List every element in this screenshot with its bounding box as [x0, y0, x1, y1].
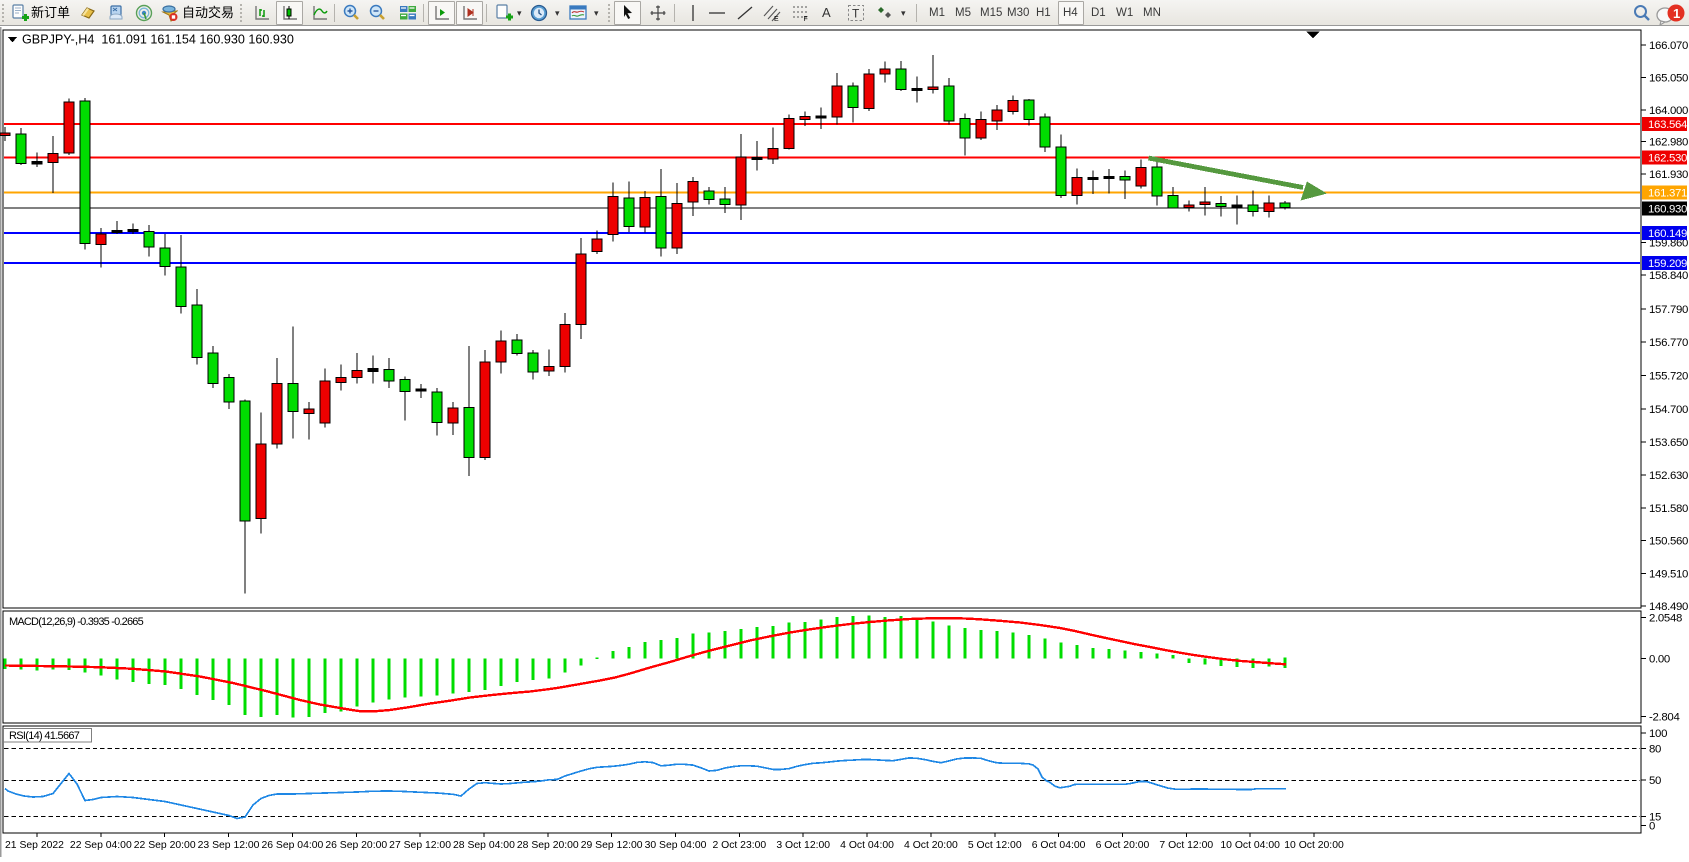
svg-text:T: T	[852, 7, 860, 21]
svg-text:6 Oct 20:00: 6 Oct 20:00	[1096, 840, 1150, 851]
svg-text:155.720: 155.720	[1649, 371, 1688, 383]
svg-text:1: 1	[1673, 6, 1680, 21]
svg-text:163.564: 163.564	[1648, 119, 1687, 131]
svg-text:160.149: 160.149	[1648, 228, 1687, 240]
svg-text:5 Oct 12:00: 5 Oct 12:00	[968, 840, 1022, 851]
svg-text:23 Sep 12:00: 23 Sep 12:00	[198, 840, 260, 851]
svg-text:3 Oct 12:00: 3 Oct 12:00	[776, 840, 830, 851]
svg-text:157.790: 157.790	[1649, 304, 1688, 316]
svg-text:158.840: 158.840	[1649, 270, 1688, 282]
svg-text:7 Oct 12:00: 7 Oct 12:00	[1159, 840, 1213, 851]
svg-text:166.070: 166.070	[1649, 40, 1688, 52]
svg-text:162.530: 162.530	[1648, 153, 1687, 165]
svg-text:80: 80	[1649, 744, 1661, 756]
svg-text:160.930: 160.930	[1648, 204, 1687, 216]
svg-text:-2.804: -2.804	[1649, 712, 1680, 724]
svg-text:154.700: 154.700	[1649, 404, 1688, 416]
svg-text:6 Oct 04:00: 6 Oct 04:00	[1032, 840, 1086, 851]
svg-text:MACD(12,26,9) -0.3935 -0.2665: MACD(12,26,9) -0.3935 -0.2665	[9, 616, 144, 628]
svg-text:15: 15	[1649, 812, 1661, 824]
svg-text:30 Sep 04:00: 30 Sep 04:00	[645, 840, 707, 851]
svg-text:165.050: 165.050	[1649, 73, 1688, 85]
svg-text:148.490: 148.490	[1649, 601, 1688, 613]
svg-text:162.980: 162.980	[1649, 137, 1688, 149]
svg-text:161.371: 161.371	[1648, 188, 1687, 200]
svg-text:164.000: 164.000	[1649, 105, 1688, 117]
svg-text:22 Sep 20:00: 22 Sep 20:00	[134, 840, 196, 851]
svg-text:2 Oct 23:00: 2 Oct 23:00	[712, 840, 766, 851]
svg-text:RSI(14) 41.5667: RSI(14) 41.5667	[9, 730, 80, 742]
svg-text:29 Sep 12:00: 29 Sep 12:00	[581, 840, 643, 851]
svg-text:27 Sep 12:00: 27 Sep 12:00	[389, 840, 451, 851]
svg-text:0: 0	[1649, 821, 1655, 833]
svg-text:2.0548: 2.0548	[1649, 613, 1682, 625]
svg-text:159.209: 159.209	[1648, 258, 1687, 270]
svg-text:156.770: 156.770	[1649, 337, 1688, 349]
svg-text:F: F	[804, 16, 808, 22]
svg-text:26 Sep 04:00: 26 Sep 04:00	[261, 840, 323, 851]
svg-text:4 Oct 04:00: 4 Oct 04:00	[840, 840, 894, 851]
svg-text:0.00: 0.00	[1649, 653, 1670, 665]
svg-text:22 Sep 04:00: 22 Sep 04:00	[70, 840, 132, 851]
svg-text:28 Sep 04:00: 28 Sep 04:00	[453, 840, 515, 851]
svg-text:161.930: 161.930	[1649, 169, 1688, 181]
svg-text:152.630: 152.630	[1649, 470, 1688, 482]
svg-text:10 Oct 20:00: 10 Oct 20:00	[1284, 840, 1344, 851]
svg-text:149.510: 149.510	[1649, 569, 1688, 581]
svg-text:150.560: 150.560	[1649, 536, 1688, 548]
svg-text:4 Oct 20:00: 4 Oct 20:00	[904, 840, 958, 851]
svg-text:100: 100	[1649, 728, 1667, 740]
svg-text:159.860: 159.860	[1649, 238, 1688, 250]
svg-text:151.580: 151.580	[1649, 503, 1688, 515]
svg-text:10 Oct 04:00: 10 Oct 04:00	[1220, 840, 1280, 851]
svg-text:E: E	[774, 16, 779, 22]
svg-text:153.650: 153.650	[1649, 437, 1688, 449]
svg-text:50: 50	[1649, 775, 1661, 787]
svg-text:26 Sep 20:00: 26 Sep 20:00	[325, 840, 387, 851]
svg-text:21 Sep 2022: 21 Sep 2022	[5, 840, 64, 851]
svg-text:GBPJPY-,H4 161.091 161.154 16: GBPJPY-,H4 161.091 161.154 160.930 160.9…	[22, 33, 294, 47]
svg-text:28 Sep 20:00: 28 Sep 20:00	[517, 840, 579, 851]
